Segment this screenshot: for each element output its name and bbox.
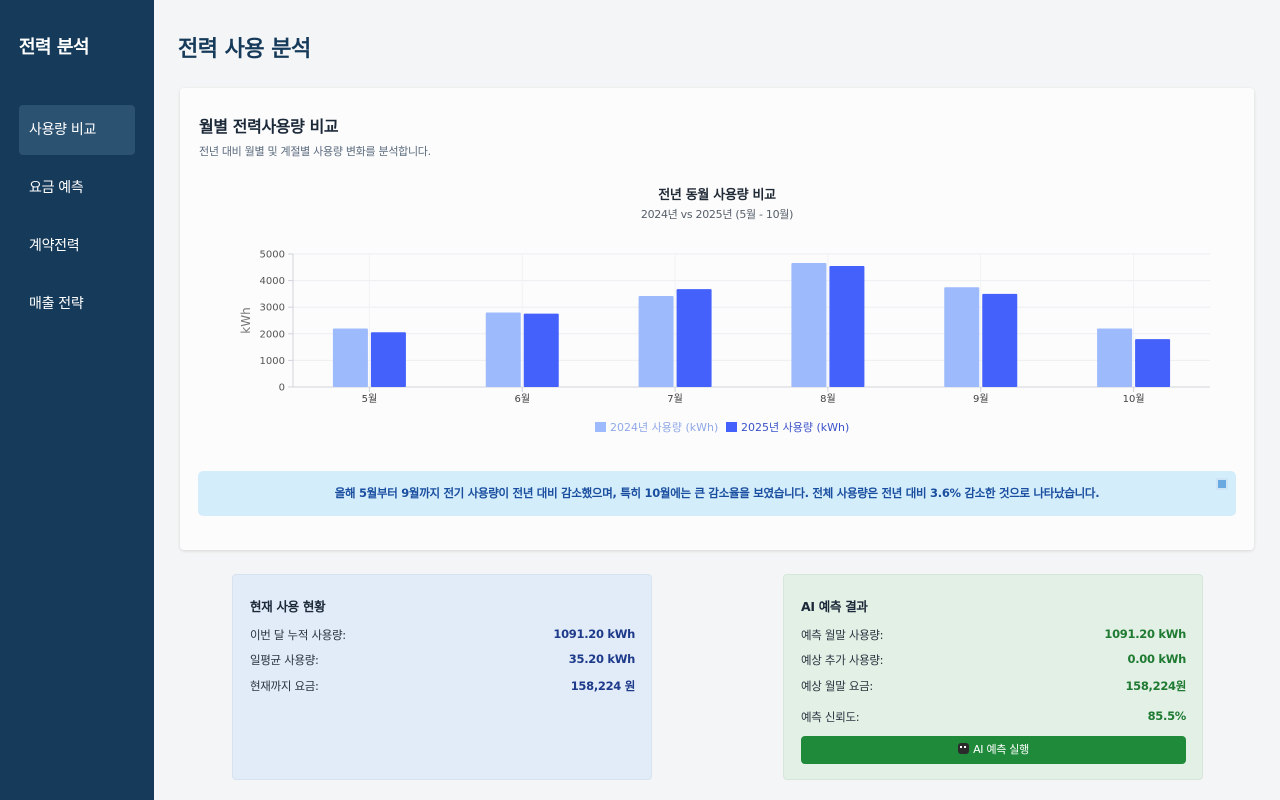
ai-row-predicted-usage: 예측 월말 사용량: 1091.20 kWh: [801, 627, 1186, 643]
legend-label: 2024년 사용량 (kWh): [610, 421, 718, 434]
ai-row-value: 158,224원: [1125, 679, 1186, 693]
bar-2025: [523, 313, 559, 387]
ai-row-label: 예측 신뢰도:: [801, 710, 860, 724]
ai-prediction-panel: AI 예측 결과 예측 월말 사용량: 1091.20 kWh 예상 추가 사용…: [783, 574, 1203, 780]
monthly-comparison-card: 월별 전력사용량 비교 전년 대비 월별 및 계절별 사용량 변화를 분석합니다…: [180, 88, 1254, 550]
current-row-accumulated: 이번 달 누적 사용량: 1091.20 kWh: [250, 627, 635, 643]
x-tick-label: 9월: [973, 393, 989, 405]
card-title: 월별 전력사용량 비교: [199, 117, 339, 136]
current-row-label: 이번 달 누적 사용량:: [250, 628, 346, 642]
x-tick-label: 8월: [820, 393, 836, 405]
legend-label: 2025년 사용량 (kWh): [741, 421, 849, 434]
legend-swatch: [726, 422, 737, 432]
insight-banner: 올해 5월부터 9월까지 전기 사용량이 전년 대비 감소했으며, 특히 10월…: [198, 471, 1236, 516]
ai-prediction-title: AI 예측 결과: [801, 599, 868, 614]
current-row-value: 1091.20 kWh: [553, 627, 635, 641]
ai-row-value: 0.00 kWh: [1127, 652, 1187, 666]
ai-row-label: 예측 월말 사용량:: [801, 628, 884, 642]
page-title: 전력 사용 분석: [178, 37, 311, 62]
x-tick-label: 5월: [362, 393, 378, 405]
y-tick-label: 4000: [260, 276, 285, 287]
bar-2025: [1135, 339, 1171, 387]
sidebar: 전력 분석 사용량 비교 요금 예측 계약전력 매출 전략: [0, 0, 154, 800]
current-row-label: 일평균 사용량:: [250, 653, 319, 667]
sidebar-item-sales-strategy[interactable]: 매출 전략: [29, 296, 84, 312]
bar-2024: [944, 287, 980, 387]
ai-row-value: 85.5%: [1147, 709, 1187, 723]
current-row-value: 35.20 kWh: [568, 652, 636, 666]
y-tick-label: 5000: [260, 250, 285, 261]
ai-row-label: 예상 추가 사용량:: [801, 653, 884, 667]
usage-bar-chart: 0 1000 2000 3000 4000 5000 kWh 5월 6월 7월 8월 9월 10월 202…: [239, 250, 1210, 434]
run-ai-prediction-label: AI 예측 실행: [973, 743, 1029, 756]
info-icon[interactable]: [1216, 478, 1228, 490]
y-tick-label: 1000: [260, 356, 285, 367]
current-row-value: 158,224 원: [570, 679, 636, 693]
y-axis-label: kWh: [239, 307, 253, 333]
current-usage-title: 현재 사용 현황: [250, 599, 326, 614]
ai-row-value: 1091.20 kWh: [1104, 627, 1186, 641]
bar-2025: [829, 265, 865, 387]
run-ai-prediction-button[interactable]: AI 예측 실행: [801, 736, 1186, 764]
ai-row-label: 예상 월말 요금:: [801, 679, 873, 693]
ai-row-additional-usage: 예상 추가 사용량: 0.00 kWh: [801, 652, 1186, 668]
y-tick-label: 0: [279, 383, 285, 394]
insight-text: 올해 5월부터 9월까지 전기 사용량이 전년 대비 감소했으며, 특히 10월…: [334, 486, 1100, 500]
robot-icon: [958, 743, 970, 754]
current-row-fee: 현재까지 요금: 158,224 원: [250, 678, 635, 694]
bar-2025: [676, 289, 712, 387]
chart-subtitle: 2024년 vs 2025년 (5월 - 10월): [640, 208, 794, 221]
bar-2024: [1097, 328, 1133, 387]
ai-row-expected-fee: 예상 월말 요금: 158,224원: [801, 678, 1186, 694]
x-tick-label: 6월: [514, 393, 530, 405]
current-row-label: 현재까지 요금:: [250, 679, 319, 693]
sidebar-nav: 사용량 비교 요금 예측 계약전력 매출 전략: [19, 105, 135, 337]
ai-row-confidence: 예측 신뢰도: 85.5%: [801, 709, 1186, 725]
card-subtitle: 전년 대비 월별 및 계절별 사용량 변화를 분석합니다.: [199, 145, 431, 158]
sidebar-item-contract-power[interactable]: 계약전력: [29, 238, 80, 254]
bar-2024: [332, 328, 368, 387]
x-tick-label: 10월: [1123, 393, 1145, 405]
x-tick-label: 7월: [667, 393, 683, 405]
bar-2025: [982, 293, 1018, 387]
bar-2024: [485, 312, 521, 387]
chart-title: 전년 동월 사용량 비교: [658, 188, 776, 203]
y-tick-label: 3000: [260, 303, 285, 314]
bar-2025: [370, 332, 406, 387]
bar-2024: [638, 296, 674, 387]
sidebar-item-usage-comparison[interactable]: 사용량 비교: [19, 105, 135, 155]
y-tick-label: 2000: [260, 329, 285, 340]
bar-2024: [791, 263, 827, 387]
legend-swatch: [595, 422, 606, 432]
current-usage-panel: 현재 사용 현황 이번 달 누적 사용량: 1091.20 kWh 일평균 사용…: [232, 574, 652, 780]
sidebar-brand: 전력 분석: [19, 37, 90, 58]
sidebar-item-fee-forecast[interactable]: 요금 예측: [29, 180, 84, 196]
current-row-daily-average: 일평균 사용량: 35.20 kWh: [250, 652, 635, 668]
